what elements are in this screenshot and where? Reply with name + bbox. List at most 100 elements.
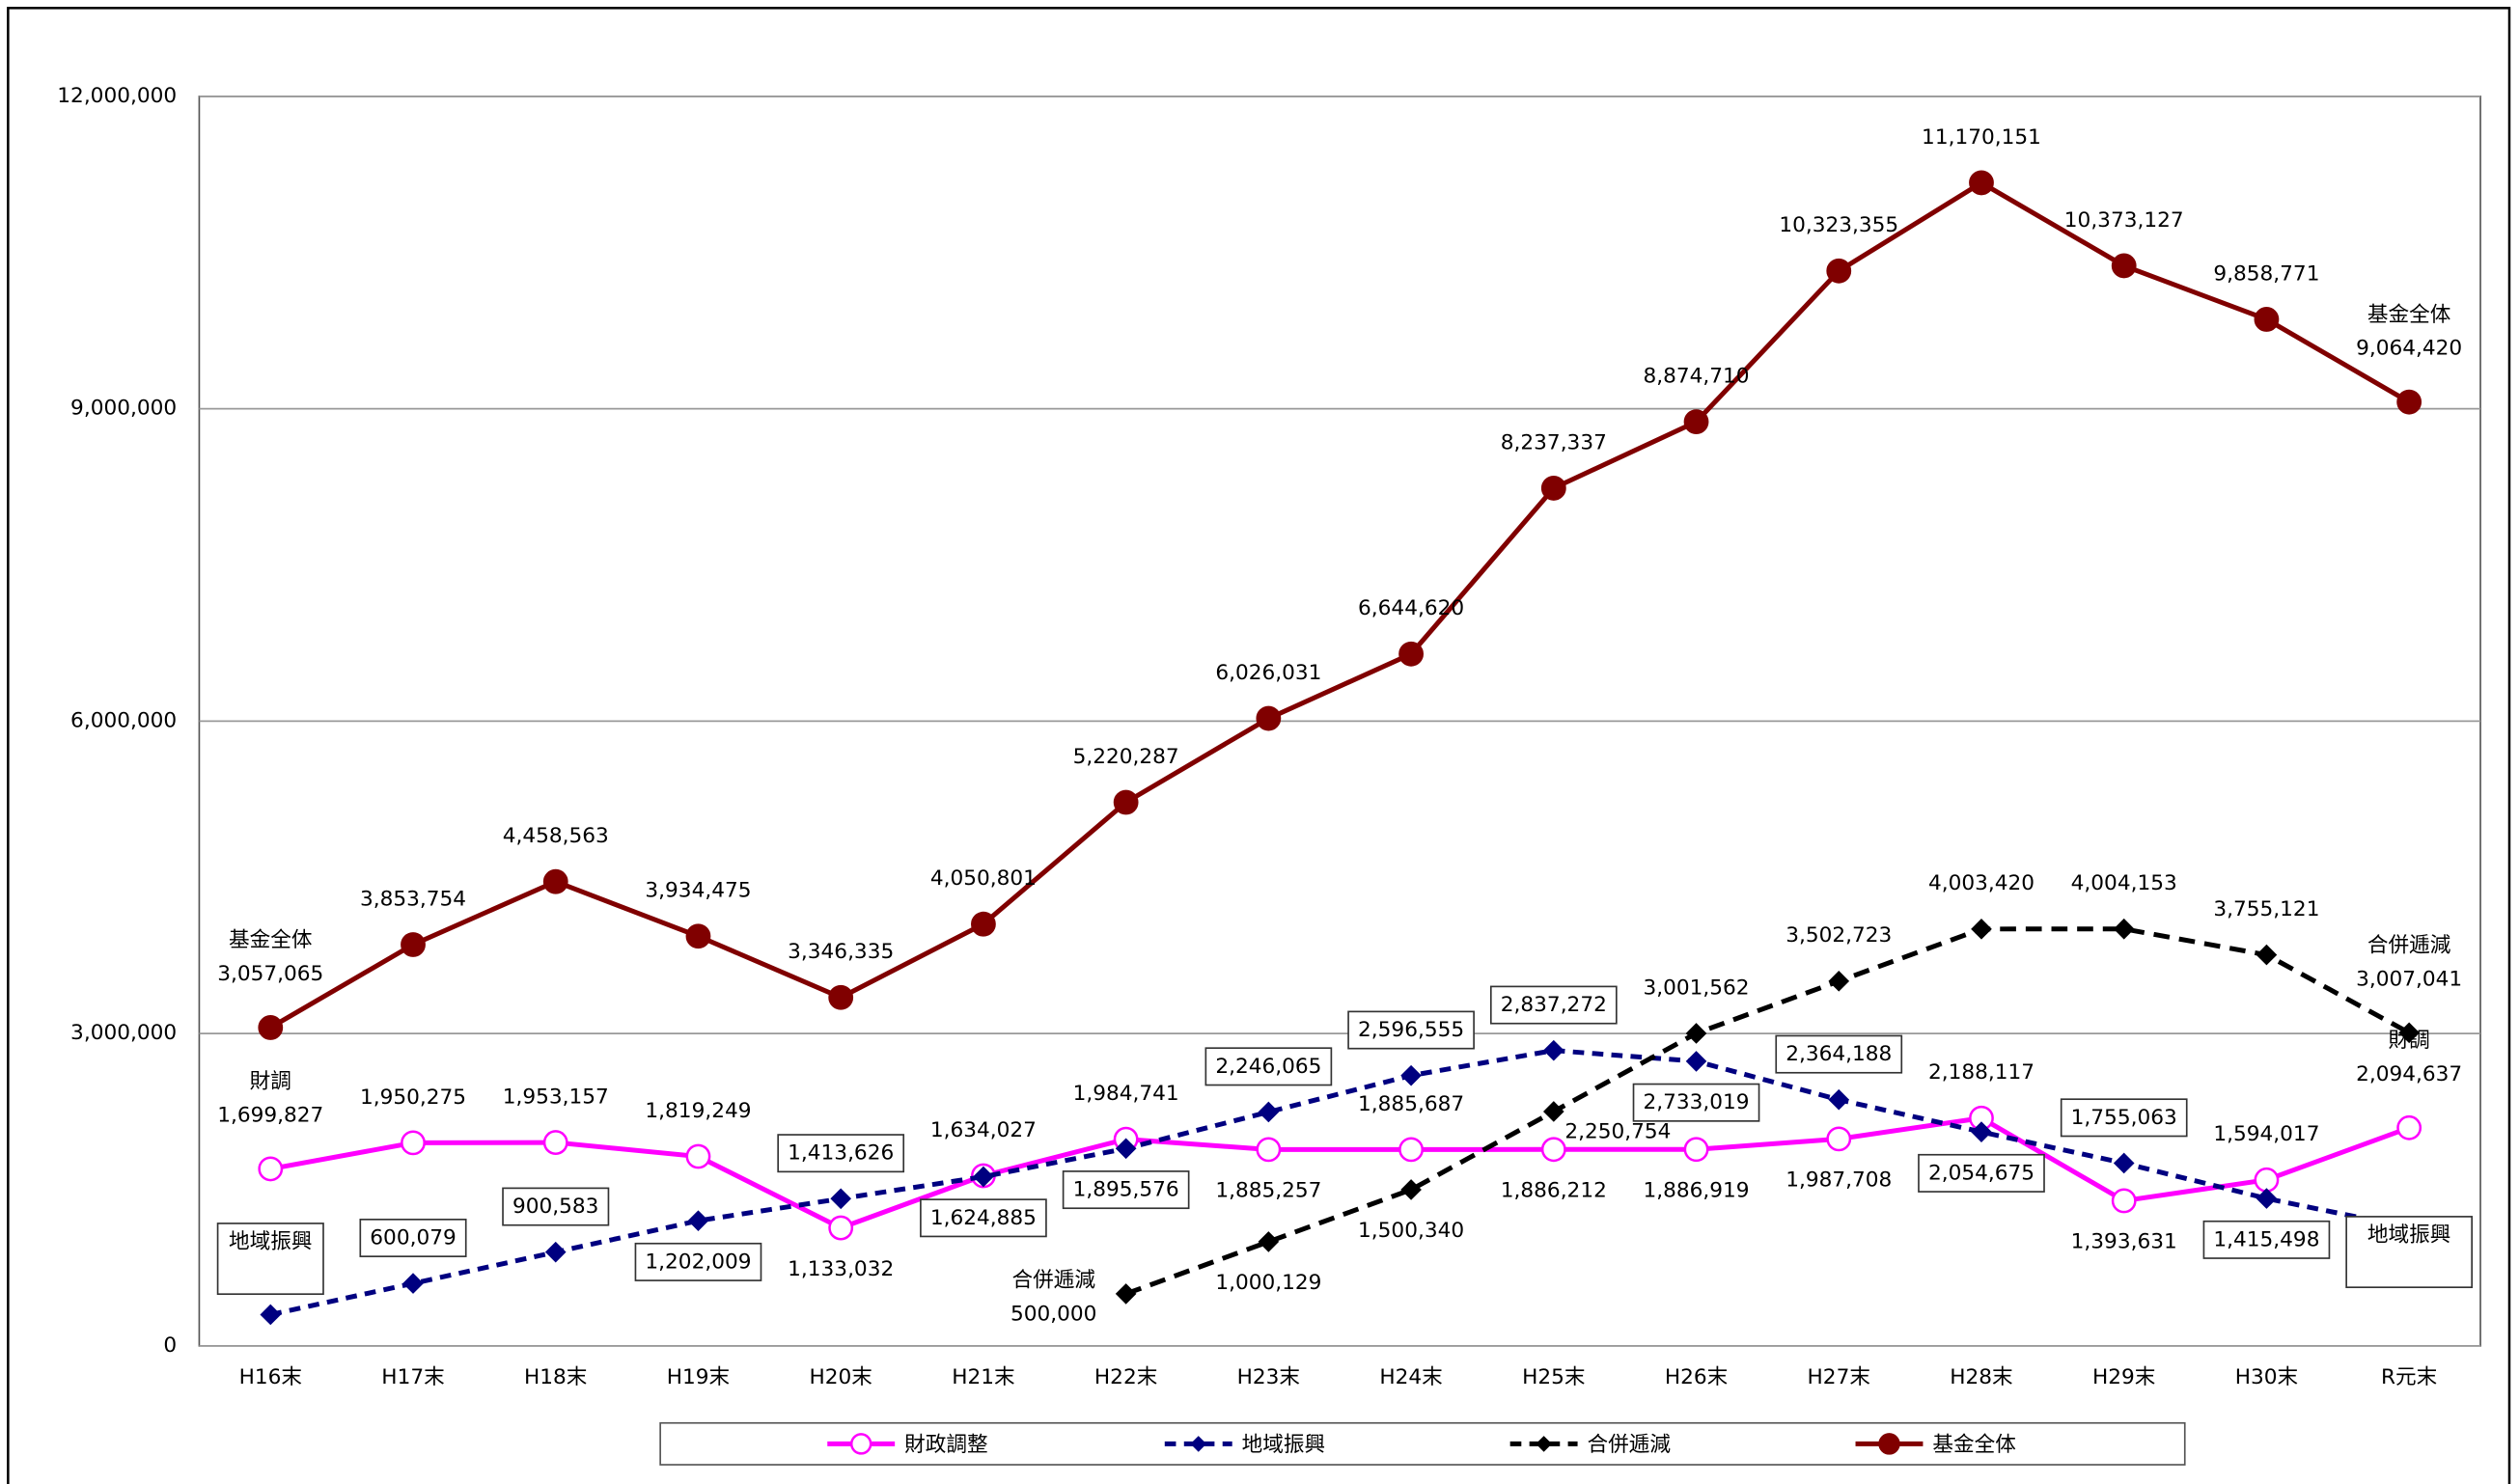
- marker: [971, 911, 996, 937]
- marker: [2111, 253, 2137, 279]
- data-label: 1,885,687: [1358, 1092, 1464, 1116]
- data-label: 4,050,801: [930, 866, 1037, 891]
- legend: [659, 1421, 2186, 1466]
- marker: [260, 1304, 282, 1326]
- label-box: [634, 1242, 762, 1281]
- data-label: 1,393,631: [2071, 1230, 2177, 1254]
- y-tick-label: 0: [163, 1333, 177, 1358]
- data-label: 500,000: [1010, 1303, 1096, 1327]
- data-label: 2,596,555: [1358, 1018, 1464, 1042]
- x-tick-label: H17末: [381, 1365, 444, 1389]
- data-label: 2,837,272: [1501, 993, 1607, 1017]
- x-tick-label: H29末: [2092, 1365, 2155, 1389]
- data-label: 11,170,151: [1922, 125, 2041, 150]
- marker: [1969, 170, 1994, 196]
- x-tick-label: H28末: [1950, 1365, 2012, 1389]
- marker: [1258, 1101, 1280, 1123]
- marker: [401, 1130, 426, 1156]
- y-tick-label: 9,000,000: [70, 397, 177, 421]
- marker: [1685, 1023, 1707, 1044]
- label-box: [1632, 1083, 1760, 1122]
- marker: [849, 1433, 872, 1455]
- series-line: [269, 179, 2411, 1031]
- label-box: [359, 1218, 467, 1257]
- label-box: [1918, 1153, 2045, 1193]
- label-box: [2202, 1220, 2331, 1259]
- data-label: 3,057,065: [217, 962, 323, 986]
- data-label: 1,885,257: [1215, 1179, 1321, 1203]
- y-tick-label: 3,000,000: [70, 1021, 177, 1045]
- marker: [1540, 476, 1566, 501]
- series-end-label: 合併逓減: [1011, 1269, 1095, 1293]
- x-tick-label: H20末: [809, 1365, 872, 1389]
- data-label: 2,188,117: [1928, 1060, 2035, 1085]
- x-tick-label: R元末: [2381, 1365, 2437, 1389]
- marker: [2256, 1188, 2278, 1209]
- data-label: 8,237,337: [1501, 430, 1607, 454]
- label-box: [502, 1187, 610, 1226]
- marker: [1542, 1039, 1564, 1061]
- marker: [402, 1273, 424, 1294]
- marker: [685, 1143, 711, 1169]
- frame: [7, 7, 2511, 1484]
- marker: [1400, 1064, 1422, 1086]
- marker: [1398, 641, 1424, 667]
- marker: [1826, 1126, 1852, 1152]
- data-label: 1,634,027: [930, 1118, 1037, 1142]
- marker: [1115, 1138, 1137, 1160]
- marker: [258, 1156, 284, 1182]
- data-label: 1,886,212: [1501, 1179, 1607, 1203]
- marker: [1400, 1179, 1422, 1200]
- data-label: 4,004,153: [2071, 871, 2177, 895]
- x-tick-label: H21末: [952, 1365, 1014, 1389]
- data-label: 1,950,275: [360, 1086, 466, 1110]
- data-label: 10,323,355: [1779, 213, 1898, 237]
- marker: [258, 1015, 284, 1040]
- y-tick-label: 12,000,000: [57, 84, 177, 108]
- data-label: 900,583: [512, 1195, 598, 1219]
- legend-label: 合併逓減: [1588, 1433, 1672, 1457]
- series-end-label: 基金全体: [229, 928, 313, 952]
- marker: [2398, 1022, 2420, 1044]
- marker: [2396, 389, 2422, 415]
- label-box: [1489, 985, 1618, 1025]
- series-end-label: 基金全体: [2367, 303, 2451, 327]
- marker: [1190, 1436, 1207, 1452]
- x-tick-label: H30末: [2235, 1365, 2298, 1389]
- marker: [830, 1188, 852, 1210]
- marker: [2113, 918, 2135, 940]
- marker: [1685, 1051, 1707, 1072]
- data-label: 2,094,637: [2356, 1062, 2462, 1086]
- data-label: 10,373,127: [2064, 208, 2184, 233]
- x-tick-label: H22末: [1094, 1365, 1157, 1389]
- marker: [1683, 409, 1709, 435]
- x-tick-label: H26末: [1665, 1365, 1728, 1389]
- marker: [1828, 971, 1850, 992]
- marker: [544, 1241, 567, 1263]
- marker: [542, 1130, 568, 1155]
- legend-label: 地域振興: [1242, 1433, 1326, 1457]
- marker: [1828, 1088, 1850, 1111]
- x-tick-label: H19末: [667, 1365, 730, 1389]
- data-label: 1,755,063: [2071, 1106, 2177, 1130]
- marker: [2396, 1114, 2422, 1140]
- x-tick-label: H18末: [524, 1365, 587, 1389]
- marker: [1256, 705, 1282, 731]
- data-label: 6,644,620: [1358, 596, 1464, 620]
- marker: [973, 1166, 994, 1188]
- marker: [401, 932, 426, 957]
- marker: [1258, 1231, 1280, 1252]
- x-tick-label: H16末: [239, 1365, 302, 1389]
- data-label: 1,819,249: [645, 1099, 751, 1123]
- data-label: 1,133,032: [788, 1257, 894, 1281]
- series-end-label: 合併逓減: [2367, 933, 2451, 957]
- data-label: 3,853,754: [360, 887, 466, 911]
- marker: [1540, 1137, 1566, 1163]
- label-box: [2345, 1216, 2474, 1289]
- marker: [2113, 1152, 2135, 1174]
- data-label: 3,755,121: [2213, 897, 2319, 921]
- marker: [542, 868, 568, 894]
- data-label: 1,699,827: [217, 1103, 323, 1127]
- data-label: 3,346,335: [788, 940, 894, 964]
- data-label: 3,502,723: [1785, 923, 1892, 948]
